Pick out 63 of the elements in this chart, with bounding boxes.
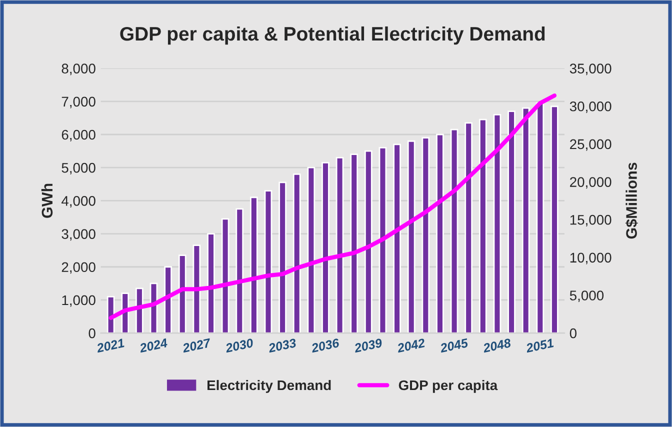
bar bbox=[221, 218, 230, 334]
bar bbox=[207, 233, 215, 334]
y-tick-label: 2,000 bbox=[62, 262, 96, 274]
bar bbox=[378, 147, 387, 334]
bar bbox=[450, 128, 458, 334]
y2-tick-label: 15,000 bbox=[570, 214, 612, 226]
y2-axis-title: G$Millions bbox=[625, 162, 638, 239]
bar bbox=[350, 154, 358, 334]
x-tick-label: 2036 bbox=[310, 338, 340, 353]
line-series bbox=[108, 93, 557, 320]
x-tick-label: 2045 bbox=[439, 338, 469, 353]
y-tick-label: 1,000 bbox=[62, 295, 96, 307]
bar bbox=[536, 102, 544, 334]
x-tick-label: 2042 bbox=[396, 338, 426, 353]
x-tick-label: 2021 bbox=[96, 338, 124, 353]
bar bbox=[336, 156, 344, 334]
bar bbox=[192, 244, 201, 334]
y2-tick-label: 0 bbox=[570, 328, 577, 338]
bar bbox=[550, 106, 558, 334]
bar bbox=[478, 118, 487, 334]
bar bbox=[164, 266, 172, 334]
legend-label: GDP per capita bbox=[398, 380, 498, 393]
y-tick-label: 5,000 bbox=[62, 162, 96, 174]
y-tick-label: 7,000 bbox=[62, 96, 96, 108]
bar bbox=[364, 150, 372, 334]
y-tick-label: 0 bbox=[88, 328, 96, 338]
y-tick-label: 6,000 bbox=[62, 130, 96, 142]
bar bbox=[422, 137, 430, 334]
y2-tick-label: 20,000 bbox=[570, 177, 612, 189]
y2-tick-label: 30,000 bbox=[570, 101, 612, 113]
bar bbox=[522, 107, 530, 334]
bar bbox=[250, 196, 258, 334]
y-tick-label: 8,000 bbox=[62, 64, 96, 76]
x-tick-label: 2051 bbox=[525, 338, 554, 353]
bar bbox=[407, 140, 416, 334]
bar bbox=[278, 182, 286, 334]
bar bbox=[493, 114, 502, 334]
y2-tick-label: 25,000 bbox=[570, 139, 612, 151]
y-tick-label: 4,000 bbox=[62, 196, 96, 208]
bar bbox=[307, 166, 316, 334]
x-tick-label: 2024 bbox=[138, 338, 168, 353]
bar bbox=[464, 122, 473, 334]
x-tick-label: 2030 bbox=[224, 338, 254, 353]
bar bbox=[136, 288, 144, 334]
chart-title: GDP per capita & Potential Electricity Demand bbox=[120, 26, 545, 45]
x-tick-label: 2048 bbox=[482, 338, 512, 353]
bar bbox=[178, 254, 186, 334]
x-tick-label: 2027 bbox=[182, 338, 212, 353]
y2-tick-label: 35,000 bbox=[570, 64, 612, 76]
x-tick-label: 2033 bbox=[268, 338, 297, 353]
x-tick-label: 2039 bbox=[353, 338, 383, 353]
y-tick-label: 3,000 bbox=[62, 229, 96, 241]
bar bbox=[393, 144, 401, 334]
bar bbox=[508, 110, 516, 334]
y2-tick-label: 10,000 bbox=[570, 252, 612, 264]
legend-label: Electricity Demand bbox=[208, 380, 331, 393]
bar bbox=[236, 208, 244, 334]
bar bbox=[292, 174, 301, 334]
bar bbox=[264, 190, 272, 334]
y2-tick-label: 5,000 bbox=[570, 290, 604, 302]
bar bbox=[436, 134, 444, 334]
y-axis-title: GWh bbox=[41, 184, 53, 218]
bar bbox=[322, 162, 330, 334]
